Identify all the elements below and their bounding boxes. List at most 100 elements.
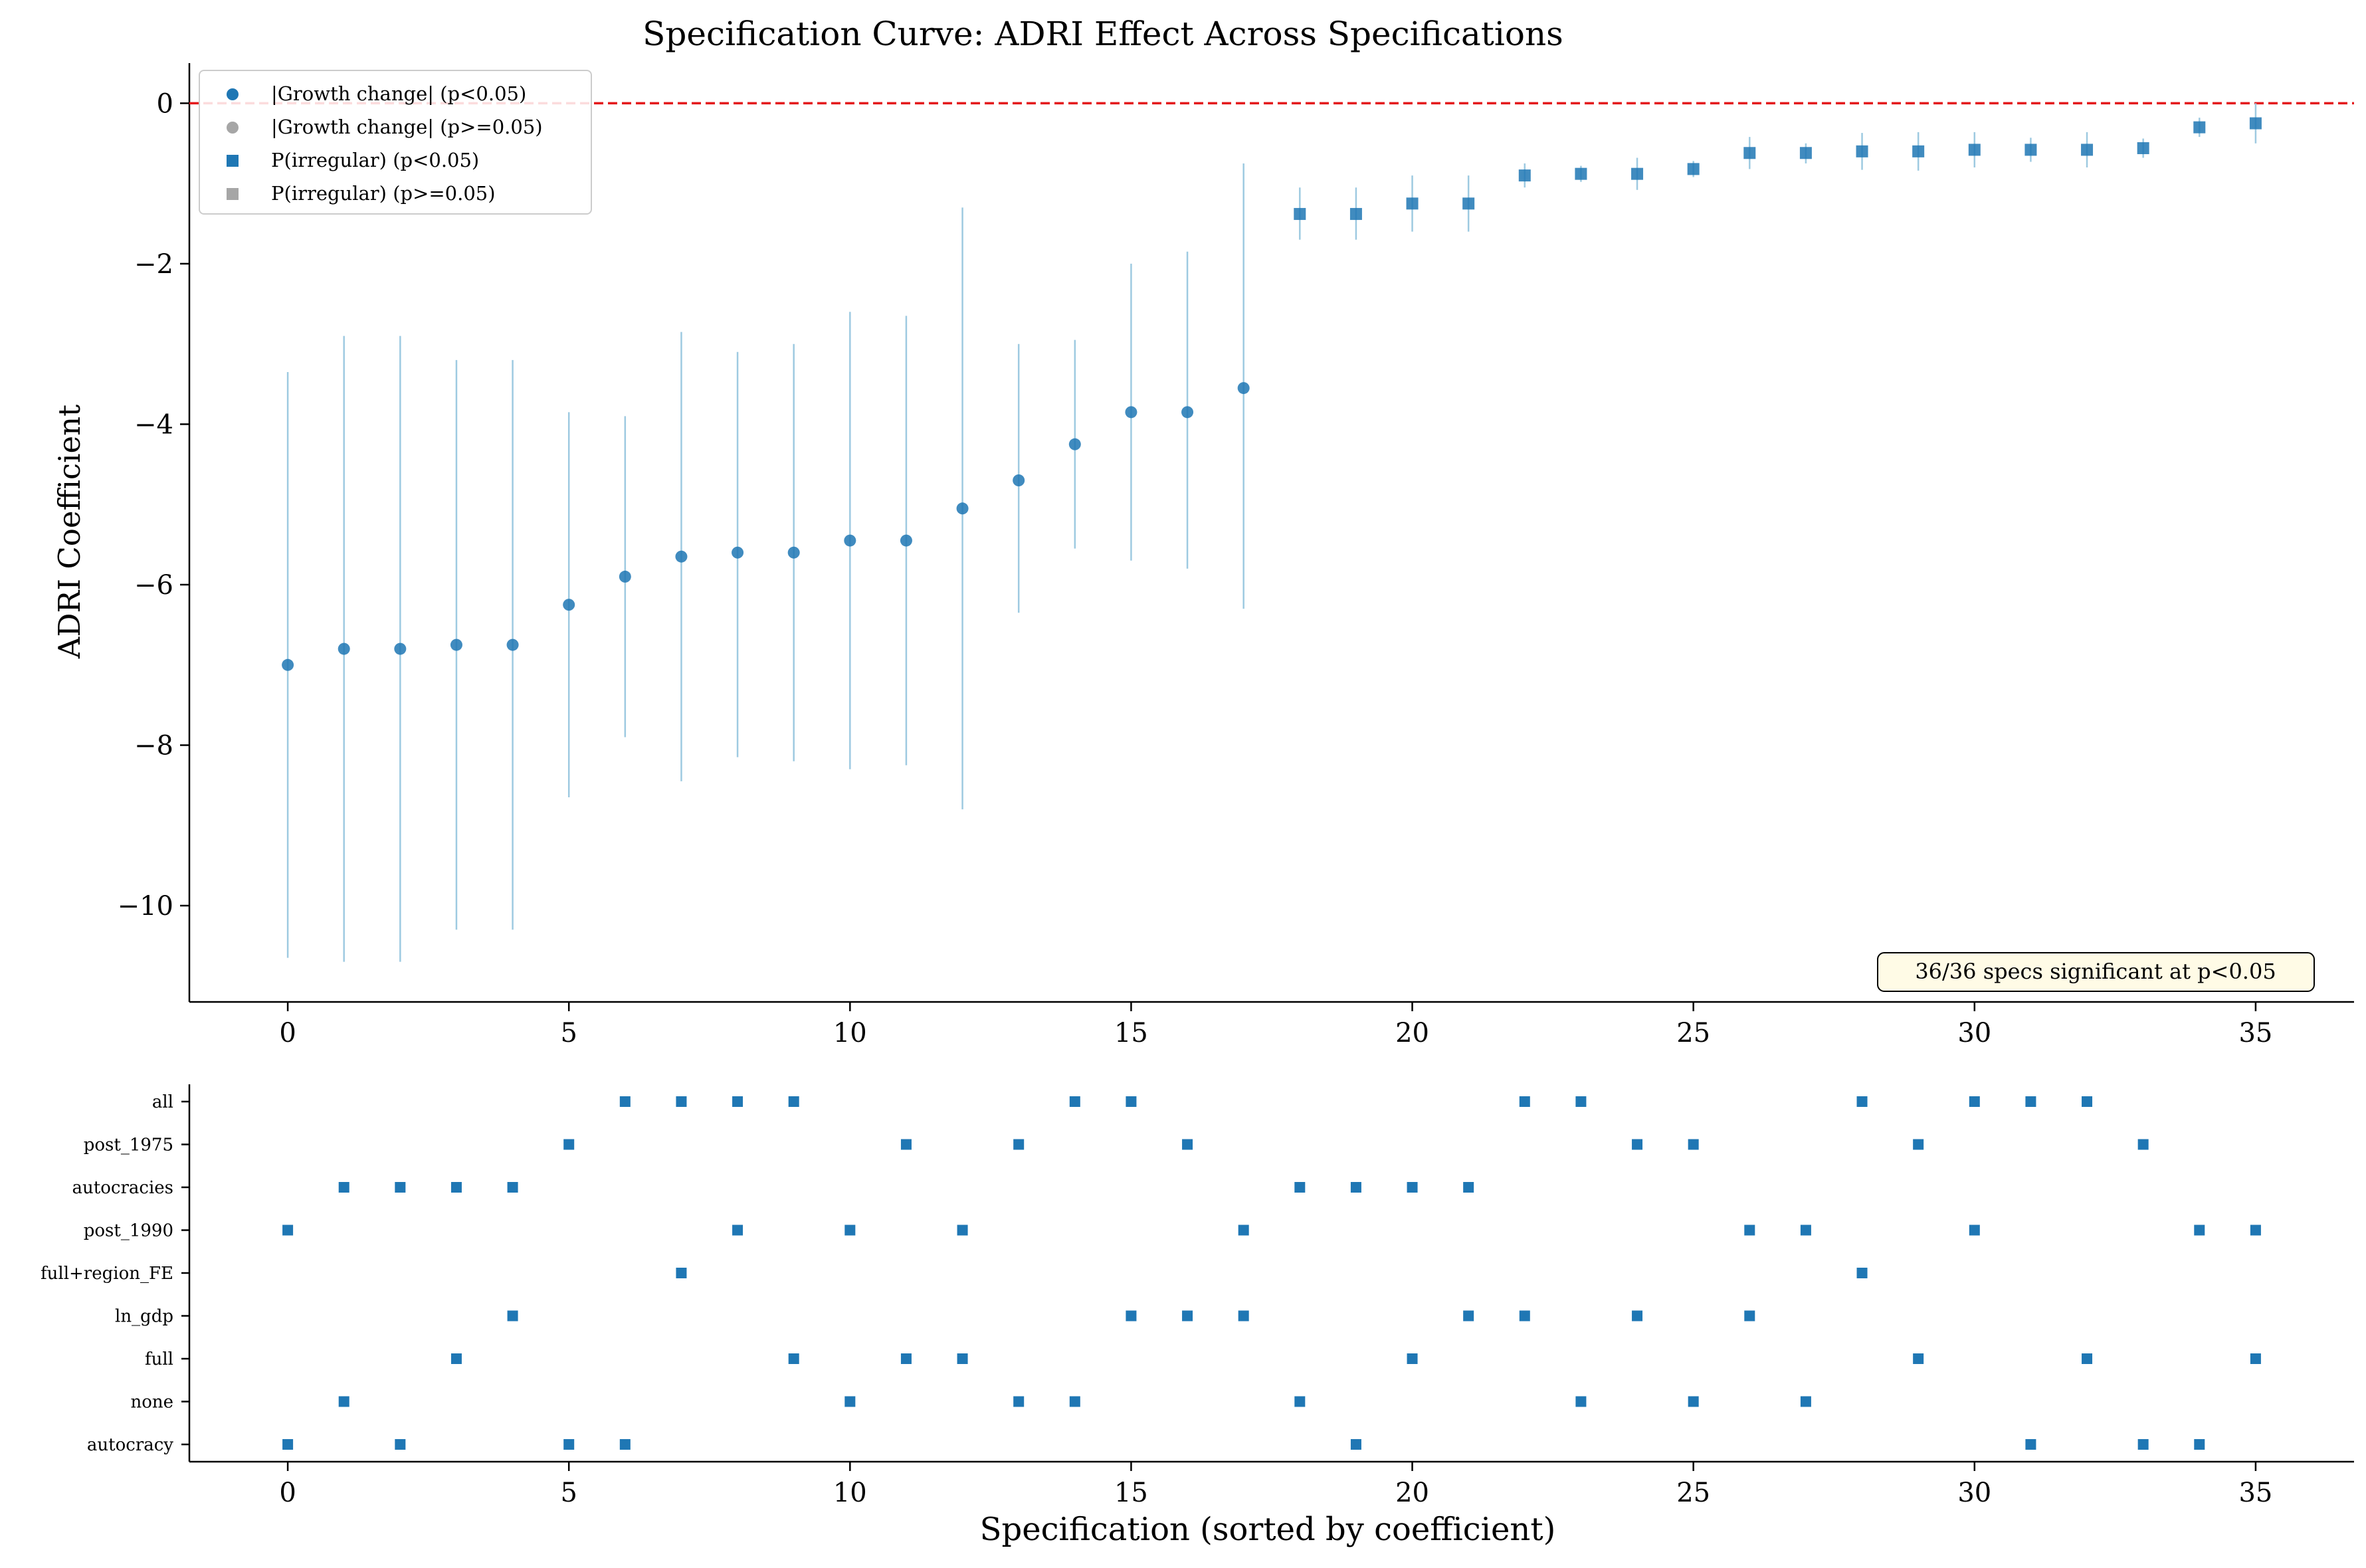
indicator-marker [563,1439,575,1450]
indicator-marker [282,1439,294,1450]
annotation-box [1877,952,2315,992]
indicator-marker [338,1396,349,1407]
indicator-marker [2082,1353,2093,1364]
indicator-marker [1575,1096,1587,1107]
indicator-marker [1126,1096,1137,1107]
indicator-marker [957,1353,968,1364]
x-axis-label: Specification (sorted by coefficient) [980,1511,1556,1548]
coefficient-point [1294,208,1306,221]
indicator-marker [1744,1310,1755,1322]
indicator-marker [2250,1225,2261,1236]
indicator-marker [1069,1396,1080,1407]
indicator-marker [1800,1396,1811,1407]
indicator-marker [619,1096,631,1107]
indicator-marker [1519,1096,1530,1107]
coefficient-point [1799,147,1812,159]
indicator-marker [732,1225,743,1236]
y-tick-label: 0 [157,88,173,119]
sub-x-tick-label: 25 [1676,1478,1710,1508]
x-tick-label: 0 [279,1018,296,1048]
coefficient-point [1631,167,1644,180]
coefficient-point [1125,406,1137,419]
coefficient-point [619,570,631,583]
coefficient-point [506,638,519,651]
coefficient-point [1687,163,1700,175]
y-tick-label: −8 [134,731,173,761]
indicator-marker [1575,1396,1587,1407]
indicator-marker [450,1353,462,1364]
indicator-marker [1182,1310,1193,1322]
coefficient-point [1013,474,1025,486]
indicator-marker [2025,1096,2036,1107]
coefficient-point [2193,121,2206,134]
indicator-marker [1913,1139,1924,1150]
row-label: full [145,1349,173,1369]
indicator-marker [1856,1096,1868,1107]
sub-x-tick-label: 35 [2238,1478,2272,1508]
coefficient-point [1462,197,1475,210]
indicator-marker [1969,1225,1980,1236]
indicator-marker [1238,1310,1249,1322]
indicator-marker [2137,1439,2149,1450]
indicator-marker [1013,1396,1025,1407]
indicator-marker [788,1353,799,1364]
indicator-marker [732,1096,743,1107]
indicator-marker [1294,1396,1306,1407]
coefficient-point [282,658,294,671]
coefficient-point [1912,145,1925,157]
y-tick-label: −6 [134,570,173,601]
indicator-marker [1013,1139,1025,1150]
indicator-marker [1632,1139,1643,1150]
row-label: full+region_FE [41,1264,173,1284]
indicator-marker [957,1225,968,1236]
indicator-marker [1463,1310,1474,1322]
y-tick-label: −4 [134,409,173,440]
y-tick-label: −10 [118,891,173,922]
indicator-marker [844,1225,856,1236]
coefficient-point [2024,144,2037,156]
coefficient-point [2249,117,2262,130]
row-label: post_1975 [84,1135,173,1155]
indicator-marker [2025,1439,2036,1450]
main-plot-area: 0 −2 −4 −6 −8 −10 0 5 10 15 20 25 30 35 [118,63,2354,1048]
significance-annotation: 36/36 specs significant at p<0.05 [1877,952,2315,992]
indicator-marker [1069,1096,1080,1107]
legend-label-growth-significant: |Growth change| (p<0.05) [271,82,526,105]
indicator-marker [450,1182,462,1193]
indicator-marker [788,1096,799,1107]
coefficient-point [563,599,575,611]
legend-label-irregular-nonsignificant: P(irregular) (p>=0.05) [271,182,496,205]
indicator-marker [2194,1439,2205,1450]
legend: |Growth change| (p<0.05) |Growth change|… [199,70,592,215]
legend-box [199,70,592,215]
indicator-marker [2250,1353,2261,1364]
x-tick-label: 30 [1957,1018,1991,1048]
indicator-marker [1519,1310,1530,1322]
indicator-marker [1407,1182,1418,1193]
x-tick-label: 15 [1114,1018,1148,1048]
indicator-marker [507,1310,518,1322]
indicator-marker [395,1439,406,1450]
sub-x-tick-label: 5 [560,1478,577,1508]
indicator-marker [676,1096,687,1107]
coefficient-point [450,638,462,651]
row-label: all [152,1092,173,1112]
row-label: ln_gdp [115,1307,173,1327]
indicator-marker [2194,1225,2205,1236]
coefficient-point [2137,142,2149,155]
indicator-marker [1632,1310,1643,1322]
row-label: post_1990 [84,1221,173,1241]
row-label: autocracies [72,1178,173,1198]
coefficient-point [787,546,800,559]
legend-marker-square-nonsignificant [227,188,239,200]
coefficient-point [1518,169,1531,182]
indicator-marker [338,1182,349,1193]
y-axis-label: ADRI Coefficient [52,405,87,659]
sub-x-tick-label: 15 [1114,1478,1148,1508]
annotation-text: 36/36 specs significant at p<0.05 [1915,959,2276,984]
sub-x-tick-label: 10 [833,1478,867,1508]
coefficient-point [1968,144,1981,156]
legend-marker-square-significant [227,155,239,167]
